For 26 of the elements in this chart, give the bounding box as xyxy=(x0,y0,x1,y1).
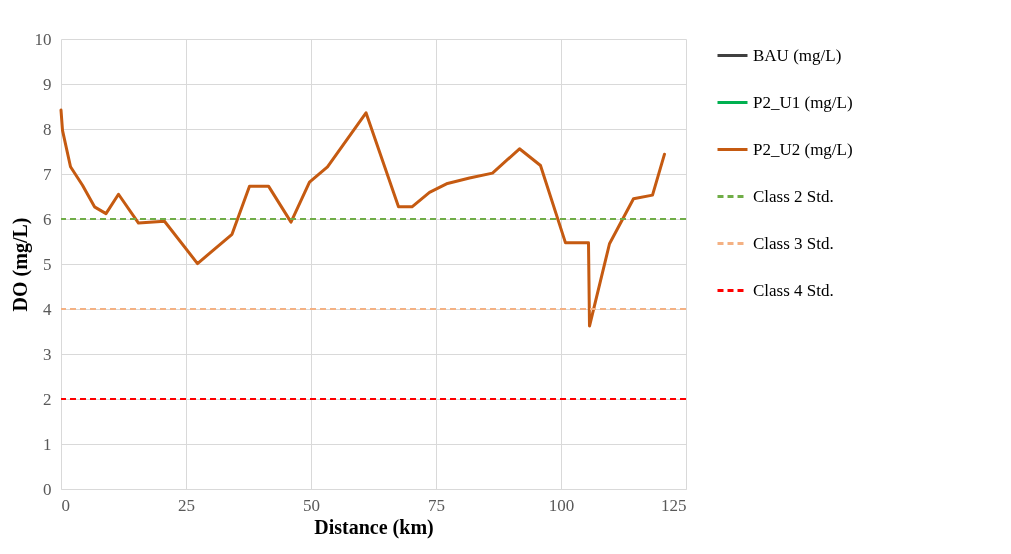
y-tick-label: 6 xyxy=(43,209,52,229)
legend-label: Class 2 Std. xyxy=(753,186,834,206)
y-tick-label: 9 xyxy=(43,74,52,94)
x-axis-title: Distance (km) xyxy=(314,515,434,539)
y-tick-label: 3 xyxy=(43,344,52,364)
x-tick-label: 25 xyxy=(178,495,195,515)
y-tick-label: 7 xyxy=(43,164,52,184)
legend-label: P2_U2 (mg/L) xyxy=(753,139,853,159)
y-tick-label: 4 xyxy=(43,299,52,319)
legend-label: BAU (mg/L) xyxy=(753,45,842,65)
x-tick-label: 0 xyxy=(61,495,70,515)
legend-label: P2_U1 (mg/L) xyxy=(753,92,853,112)
legend-label: Class 4 Std. xyxy=(753,280,834,300)
y-tick-label: 10 xyxy=(34,29,52,49)
x-tick-label: 125 xyxy=(661,495,687,515)
y-axis-title: DO (mg/L) xyxy=(8,217,32,312)
y-tick-label: 0 xyxy=(43,479,52,499)
x-tick-label: 50 xyxy=(303,495,320,515)
x-tick-label: 75 xyxy=(428,495,445,515)
x-tick-label: 100 xyxy=(548,495,575,515)
line-series xyxy=(59,108,666,328)
y-tick-label: 8 xyxy=(43,119,52,139)
y-tick-label: 5 xyxy=(43,254,52,274)
y-tick-label: 1 xyxy=(43,434,52,454)
y-tick-label: 2 xyxy=(43,389,52,409)
legend-label: Class 3 Std. xyxy=(753,233,834,253)
